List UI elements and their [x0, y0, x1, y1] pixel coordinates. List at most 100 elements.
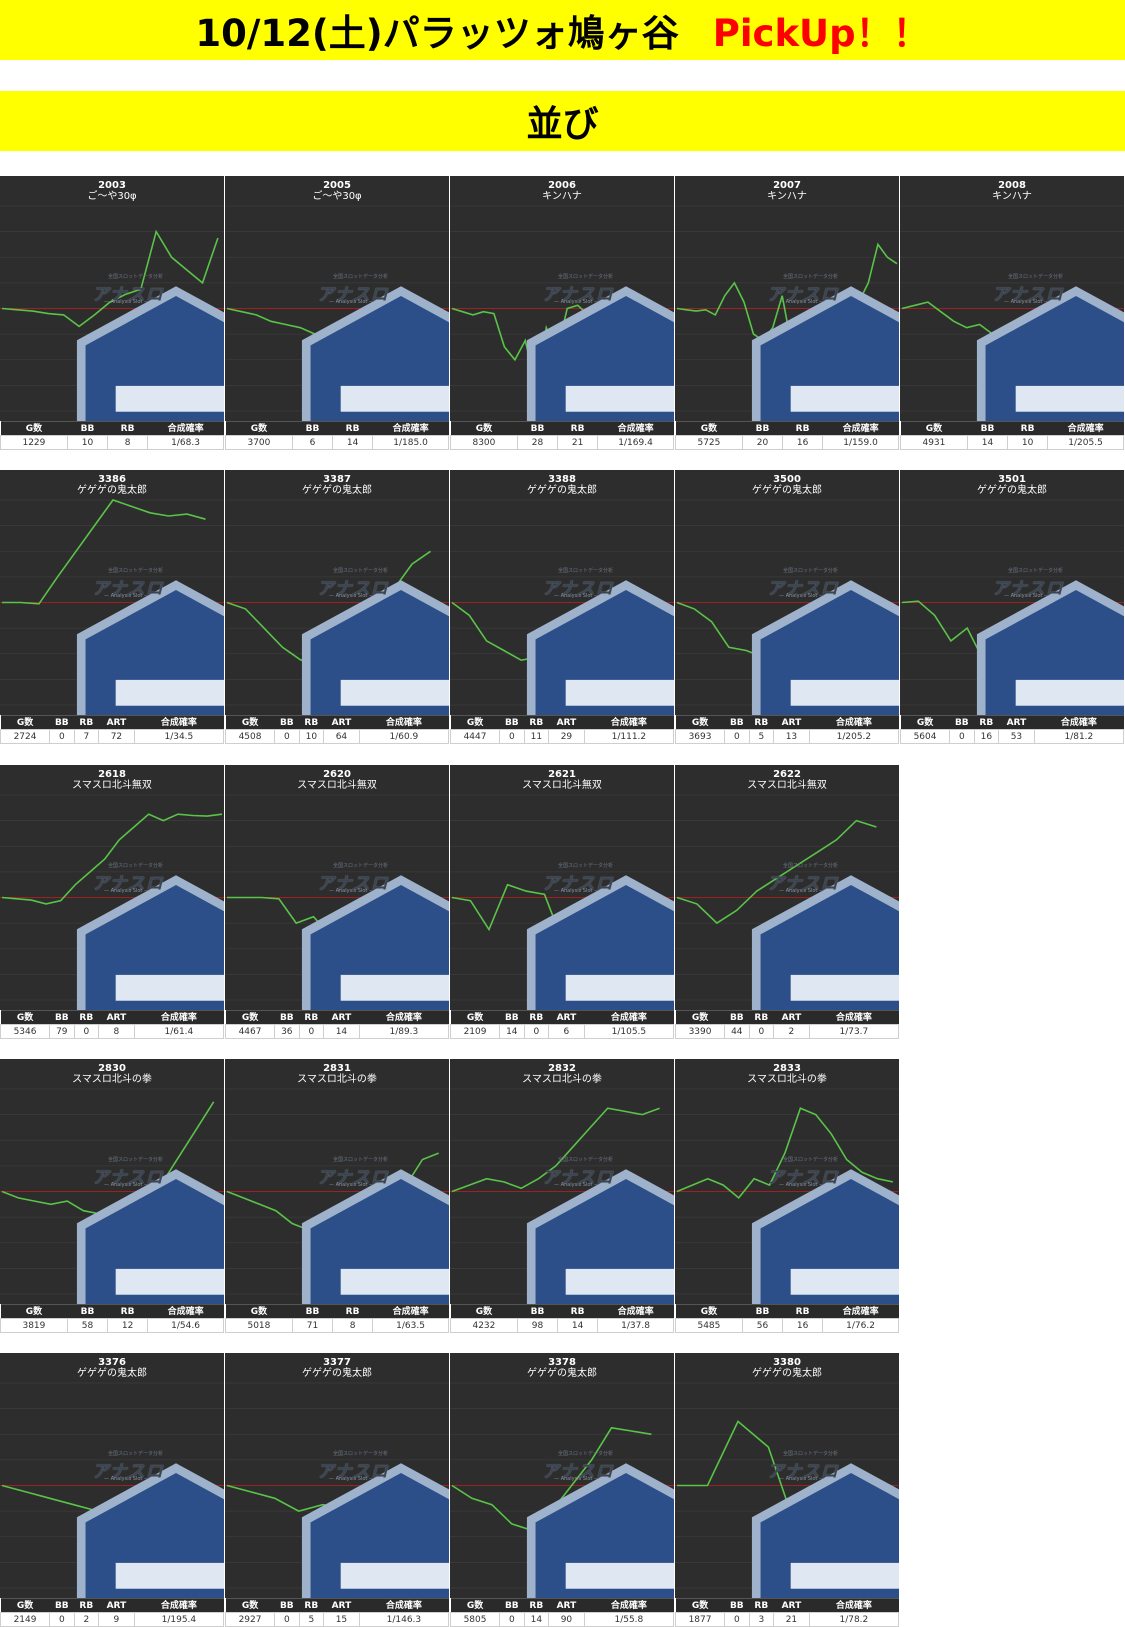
stats-header-cell: ART	[98, 715, 135, 730]
machine-card[interactable]: 全国スロットデータ分析 アナスロ — Analysis Slot —2007 キンハナ…	[675, 176, 899, 450]
machine-card[interactable]: 全国スロットデータ分析 アナスロ — Analysis Slot —2622 スマスロ…	[674, 765, 900, 1039]
machine-card[interactable]: 全国スロットデータ分析 アナスロ — Analysis Slot —2833 スマスロ…	[675, 1059, 899, 1333]
stats-header-cell: ART	[773, 1598, 810, 1613]
stats-header-cell: ART	[323, 715, 360, 730]
slump-graph	[450, 794, 674, 1001]
machine-card[interactable]: 全国スロットデータ分析 アナスロ — Analysis Slot —2008 キンハナ…	[900, 176, 1124, 450]
machine-card[interactable]: 全国スロットデータ分析 アナスロ — Analysis Slot —3387 ゲゲゲの…	[224, 470, 450, 744]
stats-value-cell: 98	[516, 1318, 559, 1333]
stats-value-row: 5805 0 14 90 1/55.8	[449, 1612, 675, 1627]
machine-card[interactable]: 全国スロットデータ分析 アナスロ — Analysis Slot —2005 ご〜や3…	[225, 176, 449, 450]
slump-graph	[900, 499, 1124, 706]
stats-header-cell: G数	[0, 1598, 50, 1613]
machine-card[interactable]: 全国スロットデータ分析 アナスロ — Analysis Slot —2006 キンハナ…	[450, 176, 674, 450]
stats-value-cell: 8300	[450, 435, 518, 450]
stats-header-cell: RB	[974, 715, 999, 730]
stats-value-cell: 1/34.5	[133, 729, 225, 744]
machine-card[interactable]: 全国スロットデータ分析 アナスロ — Analysis Slot —3380 ゲゲゲの…	[674, 1353, 900, 1627]
slump-graph	[675, 205, 899, 412]
machine-name: ご〜や30φ	[312, 191, 362, 202]
slump-chart: 全国スロットデータ分析 アナスロ — Analysis Slot —2832 スマスロ…	[450, 1059, 674, 1304]
machine-name: ゲゲゲの鬼太郎	[752, 1368, 822, 1379]
machine-card[interactable]: 全国スロットデータ分析 アナスロ — Analysis Slot —3386 ゲゲゲの…	[0, 470, 225, 744]
stats-value-cell: 5	[748, 729, 775, 744]
stats-value-cell: 0	[274, 1612, 300, 1627]
stats-header-cell: BB	[49, 715, 75, 730]
machine-card[interactable]: 全国スロットデータ分析 アナスロ — Analysis Slot —2831 スマスロ…	[225, 1059, 449, 1333]
machine-card[interactable]: 全国スロットデータ分析 アナスロ — Analysis Slot —3501 ゲゲゲの…	[899, 470, 1125, 744]
stats-header-row: G数 BB RB 合成確率	[450, 1304, 674, 1319]
slump-graph	[675, 1382, 899, 1589]
series-line	[451, 1426, 652, 1532]
stats-header-cell: G数	[0, 1010, 50, 1025]
slump-graph	[675, 1088, 899, 1295]
series-line	[226, 1152, 439, 1244]
machine-number: 2008	[998, 180, 1026, 191]
slump-chart: 全国スロットデータ分析 アナスロ — Analysis Slot —2005 ご〜や3…	[225, 176, 449, 421]
stats-value-row: 3390 44 0 2 1/73.7	[674, 1024, 900, 1039]
stats-header-cell: 合成確率	[822, 421, 899, 436]
machine-name: ゲゲゲの鬼太郎	[77, 1368, 147, 1379]
stats-header-cell: ART	[98, 1010, 135, 1025]
machine-card[interactable]: 全国スロットデータ分析 アナスロ — Analysis Slot —2003 ご〜や3…	[0, 176, 224, 450]
stats-value-cell: 7	[73, 729, 100, 744]
stats-value-cell: 14	[523, 1612, 550, 1627]
machine-card[interactable]: 全国スロットデータ分析 アナスロ — Analysis Slot —3378 ゲゲゲの…	[449, 1353, 675, 1627]
stats-value-cell: 1/146.3	[358, 1612, 450, 1627]
stats-value-row: 1229 10 8 1/68.3	[0, 435, 224, 450]
stats-header-cell: RB	[524, 1010, 549, 1025]
machine-card[interactable]: 全国スロットデータ分析 アナスロ — Analysis Slot —2618 スマスロ…	[0, 765, 225, 1039]
stats-header-cell: BB	[742, 421, 783, 436]
slump-graph	[225, 794, 449, 1001]
stats-header-cell: ART	[98, 1598, 135, 1613]
machine-name: ゲゲゲの鬼太郎	[77, 485, 147, 496]
stats-header-cell: 合成確率	[809, 715, 899, 730]
slump-chart: 全国スロットデータ分析 アナスロ — Analysis Slot —3386 ゲゲゲの…	[0, 470, 224, 715]
stats-value-cell: 1/63.5	[372, 1318, 449, 1333]
series-line	[226, 550, 431, 662]
stats-header-cell: 合成確率	[134, 715, 224, 730]
stats-header-row: G数 BB RB 合成確率	[225, 1304, 449, 1319]
machine-card[interactable]: 全国スロットデータ分析 アナスロ — Analysis Slot —3388 ゲゲゲの…	[449, 470, 675, 744]
stats-value-cell: 4467	[224, 1024, 276, 1039]
stats-header-cell: 合成確率	[584, 1010, 674, 1025]
stats-value-cell: 1229	[0, 435, 68, 450]
stats-value-cell: 14	[332, 435, 374, 450]
slump-chart: 全国スロットデータ分析 アナスロ — Analysis Slot —3501 ゲゲゲの…	[900, 470, 1124, 715]
machine-card[interactable]: 全国スロットデータ分析 アナスロ — Analysis Slot —3376 ゲゲゲの…	[0, 1353, 225, 1627]
stats-header-cell: 合成確率	[134, 1598, 224, 1613]
stats-header-row: G数 BB RB 合成確率	[900, 421, 1124, 436]
stats-value-cell: 1/76.2	[822, 1318, 899, 1333]
stats-header-cell: RB	[524, 1598, 549, 1613]
stats-value-cell: 71	[291, 1318, 334, 1333]
stats-value-cell: 1/54.6	[147, 1318, 224, 1333]
series-line	[901, 301, 1123, 374]
slump-chart: 全国スロットデータ分析 アナスロ — Analysis Slot —3377 ゲゲゲの…	[225, 1353, 449, 1598]
series-line	[2, 499, 206, 605]
stats-value-row: 5485 56 16 1/76.2	[675, 1318, 899, 1333]
machine-card[interactable]: 全国スロットデータ分析 アナスロ — Analysis Slot —3500 ゲゲゲの…	[674, 470, 900, 744]
machine-card[interactable]: 全国スロットデータ分析 アナスロ — Analysis Slot —2620 スマスロ…	[224, 765, 450, 1039]
machine-card[interactable]: 全国スロットデータ分析 アナスロ — Analysis Slot —2830 スマスロ…	[0, 1059, 224, 1333]
stats-value-row: 3693 0 5 13 1/205.2	[674, 729, 900, 744]
slump-chart: 全国スロットデータ分析 アナスロ — Analysis Slot —2830 スマスロ…	[0, 1059, 224, 1304]
stats-value-cell: 0	[49, 729, 75, 744]
stats-value-cell: 0	[724, 1612, 750, 1627]
stats-value-cell: 14	[966, 435, 1009, 450]
slump-chart: 全国スロットデータ分析 アナスロ — Analysis Slot —3387 ゲゲゲの…	[225, 470, 449, 715]
machine-card[interactable]: 全国スロットデータ分析 アナスロ — Analysis Slot —2832 スマスロ…	[450, 1059, 674, 1333]
machine-name: スマスロ北斗無双	[522, 780, 602, 791]
stats-header-row: G数 BB RB ART 合成確率	[0, 1598, 224, 1613]
machine-card[interactable]: 全国スロットデータ分析 アナスロ — Analysis Slot —3377 ゲゲゲの…	[224, 1353, 450, 1627]
slump-chart: 全国スロットデータ分析 アナスロ — Analysis Slot —2622 スマスロ…	[675, 765, 899, 1010]
slump-chart: 全国スロットデータ分析 アナスロ — Analysis Slot —2833 スマスロ…	[675, 1059, 899, 1304]
stats-header-cell: G数	[225, 1304, 293, 1319]
stats-value-cell: 0	[49, 1612, 75, 1627]
stats-header-cell: RB	[749, 1010, 774, 1025]
stats-header-cell: BB	[49, 1010, 75, 1025]
stats-value-cell: 0	[274, 729, 300, 744]
series-line	[1, 813, 223, 905]
machine-card[interactable]: 全国スロットデータ分析 アナスロ — Analysis Slot —2621 スマスロ…	[449, 765, 675, 1039]
stats-header-row: G数 BB RB 合成確率	[0, 421, 224, 436]
stats-header-cell: BB	[499, 1010, 525, 1025]
